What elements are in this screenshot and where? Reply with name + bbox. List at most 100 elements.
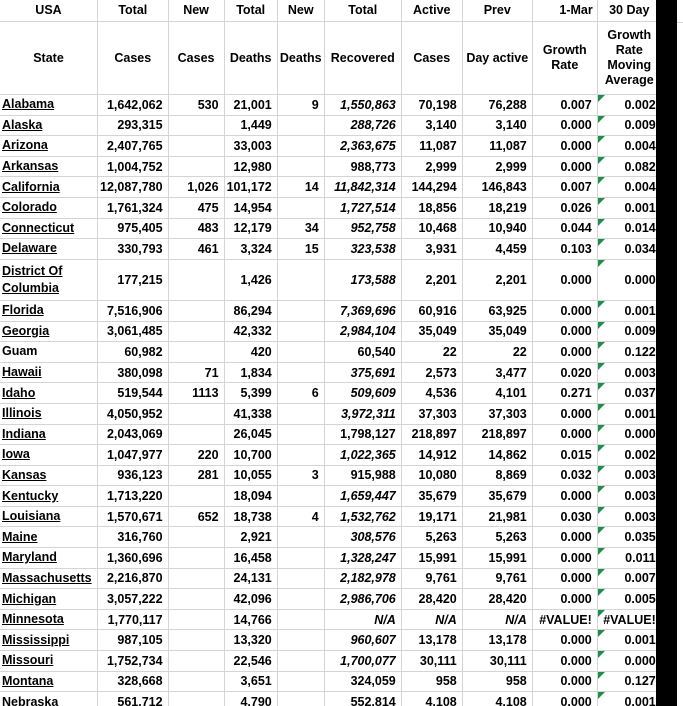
cell-cases[interactable]: 1,642,062 — [97, 94, 169, 116]
cell-growth-rate-30day-ma[interactable]: #VALUE! — [596, 608, 662, 631]
cell-prev-day-active[interactable]: 3,140 — [461, 114, 533, 137]
cell-state[interactable]: Connecticut — [0, 217, 98, 240]
cell-new-deaths[interactable] — [276, 444, 325, 466]
header-total-2[interactable]: Total — [223, 0, 278, 22]
cell-new-cases[interactable] — [167, 155, 225, 178]
cell-new-cases[interactable] — [167, 567, 225, 590]
cell-deaths[interactable]: 10,055 — [223, 464, 278, 487]
cell-recovered[interactable]: 7,369,696 — [323, 299, 402, 322]
cell-new-deaths[interactable] — [276, 299, 325, 322]
cell-recovered[interactable]: 2,363,675 — [323, 135, 402, 157]
cell-cases[interactable]: 328,668 — [97, 670, 169, 693]
cell-new-deaths[interactable] — [276, 608, 325, 631]
cell-state[interactable]: Maryland — [0, 547, 98, 569]
cell-new-cases[interactable] — [167, 299, 225, 322]
cell-deaths[interactable]: 5,399 — [223, 382, 278, 404]
cell-new-deaths[interactable] — [276, 650, 325, 672]
cell-deaths[interactable]: 14,954 — [223, 196, 278, 219]
cell-growth-rate[interactable]: 0.030 — [531, 505, 598, 528]
cell-active[interactable]: 2,201 — [400, 258, 463, 301]
header-new-2[interactable]: New — [276, 0, 325, 22]
cell-recovered[interactable]: 509,609 — [323, 382, 402, 404]
cell-growth-rate[interactable]: 0.000 — [531, 402, 598, 425]
cell-recovered[interactable]: 952,758 — [323, 217, 402, 240]
cell-growth-rate-30day-ma[interactable]: 0.001 — [596, 629, 662, 652]
cell-cases[interactable]: 316,760 — [97, 526, 169, 549]
header-1-mar[interactable]: 1-Mar — [531, 0, 598, 22]
cell-state[interactable]: Idaho — [0, 382, 98, 404]
cell-recovered[interactable]: 1,532,762 — [323, 505, 402, 528]
header-deaths-1[interactable]: Deaths — [223, 21, 278, 95]
cell-new-deaths[interactable]: 14 — [276, 176, 325, 198]
cell-deaths[interactable]: 3,651 — [223, 670, 278, 693]
cell-recovered[interactable]: 2,182,978 — [323, 567, 402, 590]
cell-cases[interactable]: 561,712 — [97, 691, 169, 706]
cell-prev-day-active[interactable]: 2,999 — [461, 155, 533, 178]
cell-deaths[interactable]: 24,131 — [223, 567, 278, 590]
cell-state[interactable]: Iowa — [0, 444, 98, 466]
cell-new-deaths[interactable]: 9 — [276, 94, 325, 116]
cell-cases[interactable]: 1,360,696 — [97, 547, 169, 569]
cell-recovered[interactable]: 1,798,127 — [323, 423, 402, 446]
cell-recovered[interactable]: 308,576 — [323, 526, 402, 549]
cell-new-deaths[interactable] — [276, 155, 325, 178]
cell-growth-rate-30day-ma[interactable]: 0.000 — [596, 650, 662, 672]
cell-state[interactable]: Arizona — [0, 135, 98, 157]
cell-growth-rate-30day-ma[interactable]: 0.035 — [596, 526, 662, 549]
header-usa[interactable]: USA — [0, 0, 98, 22]
cell-deaths[interactable]: 42,332 — [223, 320, 278, 343]
cell-active[interactable]: 3,140 — [400, 114, 463, 137]
cell-prev-day-active[interactable]: 11,087 — [461, 135, 533, 157]
cell-growth-rate[interactable]: 0.000 — [531, 547, 598, 569]
cell-prev-day-active[interactable]: 14,862 — [461, 444, 533, 466]
cell-recovered[interactable]: 960,607 — [323, 629, 402, 652]
cell-growth-rate[interactable]: 0.000 — [531, 526, 598, 549]
cell-prev-day-active[interactable]: 35,679 — [461, 485, 533, 507]
cell-new-deaths[interactable] — [276, 526, 325, 549]
cell-new-deaths[interactable]: 34 — [276, 217, 325, 240]
header-30-day[interactable]: 30 Day — [596, 0, 662, 22]
cell-growth-rate-30day-ma[interactable]: 0.011 — [596, 547, 662, 569]
cell-new-deaths[interactable]: 15 — [276, 238, 325, 260]
cell-prev-day-active[interactable]: 4,459 — [461, 238, 533, 260]
cell-deaths[interactable]: 18,738 — [223, 505, 278, 528]
cell-cases[interactable]: 987,105 — [97, 629, 169, 652]
cell-growth-rate-30day-ma[interactable]: 0.005 — [596, 588, 662, 610]
cell-state[interactable]: Illinois — [0, 402, 98, 425]
cell-state[interactable]: District Of Columbia — [0, 258, 98, 301]
cell-new-cases[interactable] — [167, 691, 225, 706]
cell-growth-rate-30day-ma[interactable]: 0.000 — [596, 423, 662, 446]
cell-active[interactable]: 15,991 — [400, 547, 463, 569]
cell-recovered[interactable]: 552,814 — [323, 691, 402, 706]
cell-cases[interactable]: 1,761,324 — [97, 196, 169, 219]
cell-growth-rate-30day-ma[interactable]: 0.001 — [596, 402, 662, 425]
cell-growth-rate[interactable]: 0.007 — [531, 94, 598, 116]
cell-growth-rate[interactable]: 0.000 — [531, 567, 598, 590]
cell-recovered[interactable]: 60,540 — [323, 341, 402, 363]
cell-recovered[interactable]: 2,986,706 — [323, 588, 402, 610]
cell-prev-day-active[interactable]: 9,761 — [461, 567, 533, 590]
cell-cases[interactable]: 1,752,734 — [97, 650, 169, 672]
cell-deaths[interactable]: 21,001 — [223, 94, 278, 116]
cell-prev-day-active[interactable]: 35,049 — [461, 320, 533, 343]
cell-new-cases[interactable] — [167, 258, 225, 301]
cell-active[interactable]: 10,080 — [400, 464, 463, 487]
cell-state[interactable]: Louisiana — [0, 505, 98, 528]
cell-cases[interactable]: 1,570,671 — [97, 505, 169, 528]
cell-growth-rate[interactable]: 0.007 — [531, 176, 598, 198]
cell-deaths[interactable]: 33,003 — [223, 135, 278, 157]
cell-new-cases[interactable]: 461 — [167, 238, 225, 260]
cell-cases[interactable]: 12,087,780 — [97, 176, 169, 198]
cell-prev-day-active[interactable]: 15,991 — [461, 547, 533, 569]
cell-prev-day-active[interactable]: N/A — [461, 608, 533, 631]
cell-active[interactable]: 5,263 — [400, 526, 463, 549]
cell-active[interactable]: 18,856 — [400, 196, 463, 219]
cell-active[interactable]: 4,536 — [400, 382, 463, 404]
cell-new-deaths[interactable]: 6 — [276, 382, 325, 404]
cell-active[interactable]: 2,573 — [400, 361, 463, 384]
cell-deaths[interactable]: 12,980 — [223, 155, 278, 178]
cell-state[interactable]: Kansas — [0, 464, 98, 487]
cell-new-cases[interactable]: 652 — [167, 505, 225, 528]
cell-new-cases[interactable]: 483 — [167, 217, 225, 240]
cell-deaths[interactable]: 1,834 — [223, 361, 278, 384]
